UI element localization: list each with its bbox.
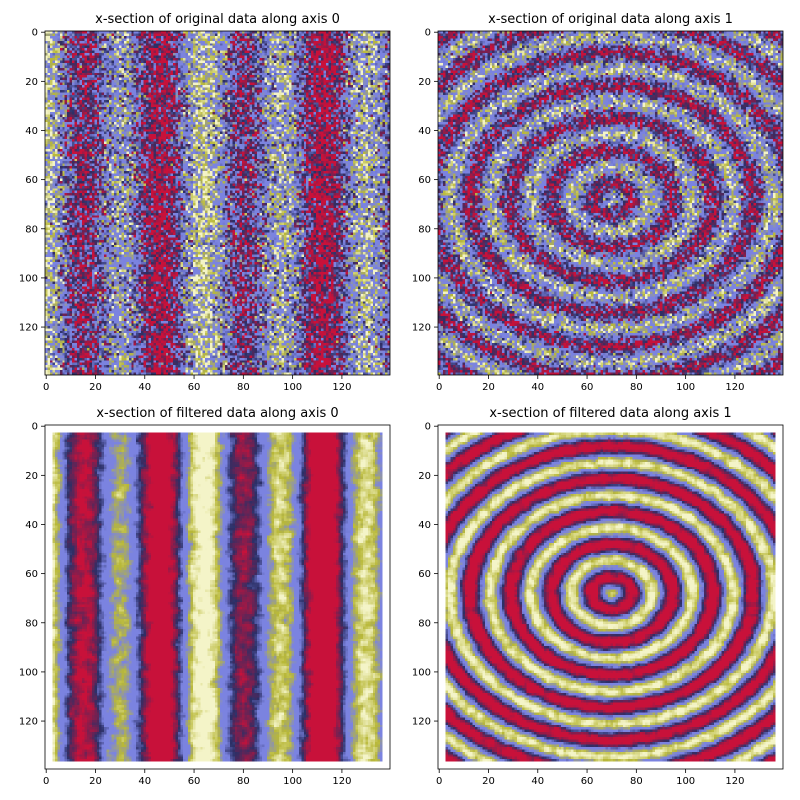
y-tick-label: 40 [418,520,431,531]
y-tick-label: 60 [418,175,431,186]
x-tick-label: 100 [283,776,302,787]
x-tick-label: 0 [436,776,442,787]
y-tick-label: 40 [25,520,38,531]
axes-frame [437,30,784,376]
y-tick-label: 0 [32,28,38,39]
y-tick-label: 100 [412,273,431,284]
x-tick-label: 0 [43,382,49,393]
axes-frame [44,424,391,770]
y-tick-label: 120 [412,323,431,334]
x-tick-label: 40 [138,776,151,787]
x-tick-label: 60 [188,776,201,787]
heatmap-panel-4: x-section of filtered data along axis 1 0… [412,406,784,787]
x-tick-label: 120 [332,776,351,787]
heatmap-image [45,31,390,375]
axes-frame [437,424,784,770]
x-tick-label: 120 [725,776,744,787]
x-tick-label: 0 [43,776,49,787]
y-tick-label: 0 [425,28,431,39]
y-tick-label: 60 [25,569,38,580]
x-tick-label: 40 [138,382,151,393]
y-tick-label: 20 [25,471,38,482]
x-tick-label: 80 [630,382,643,393]
y-tick-label: 20 [418,77,431,88]
x-tick-label: 40 [531,382,544,393]
y-tick-label: 120 [19,323,38,334]
x-tick-label: 120 [725,382,744,393]
panel-title: x-section of filtered data along axis 1 [489,406,731,421]
heatmap-image [438,31,783,375]
x-tick-label: 40 [531,776,544,787]
heatmap-image [45,425,390,769]
x-tick-label: 80 [237,776,250,787]
y-tick-label: 100 [412,667,431,678]
x-tick-label: 20 [89,382,102,393]
y-tick-label: 40 [418,126,431,137]
panel-title: x-section of original data along axis 1 [488,12,733,27]
x-tick-label: 20 [482,776,495,787]
x-tick-label: 80 [237,382,250,393]
y-tick-label: 80 [418,224,431,235]
x-tick-label: 0 [436,382,442,393]
x-tick-label: 60 [188,382,201,393]
y-tick-label: 60 [418,569,431,580]
y-tick-label: 60 [25,175,38,186]
x-tick-label: 100 [676,382,695,393]
y-tick-label: 80 [25,618,38,629]
heatmap-panel-3: x-section of filtered data along axis 0 0… [19,406,391,787]
heatmap-panel-1: x-section of original data along axis 0 0… [19,12,391,393]
x-tick-label: 20 [89,776,102,787]
heatmap-image [438,425,783,769]
y-tick-label: 80 [418,618,431,629]
y-tick-label: 100 [19,667,38,678]
y-tick-label: 20 [25,77,38,88]
heatmap-panel-2: x-section of original data along axis 1 0… [412,12,784,393]
x-tick-label: 60 [581,382,594,393]
x-tick-label: 20 [482,382,495,393]
y-tick-label: 0 [425,422,431,433]
panel-title: x-section of original data along axis 0 [95,12,340,27]
x-tick-label: 100 [283,382,302,393]
y-tick-label: 0 [32,422,38,433]
x-tick-label: 100 [676,776,695,787]
y-tick-label: 80 [25,224,38,235]
y-tick-label: 20 [418,471,431,482]
panel-title: x-section of filtered data along axis 0 [96,406,338,421]
x-tick-label: 60 [581,776,594,787]
y-tick-label: 100 [19,273,38,284]
y-tick-label: 40 [25,126,38,137]
x-tick-label: 120 [332,382,351,393]
y-tick-label: 120 [19,717,38,728]
x-tick-label: 80 [630,776,643,787]
y-tick-label: 120 [412,717,431,728]
axes-frame [44,30,391,376]
